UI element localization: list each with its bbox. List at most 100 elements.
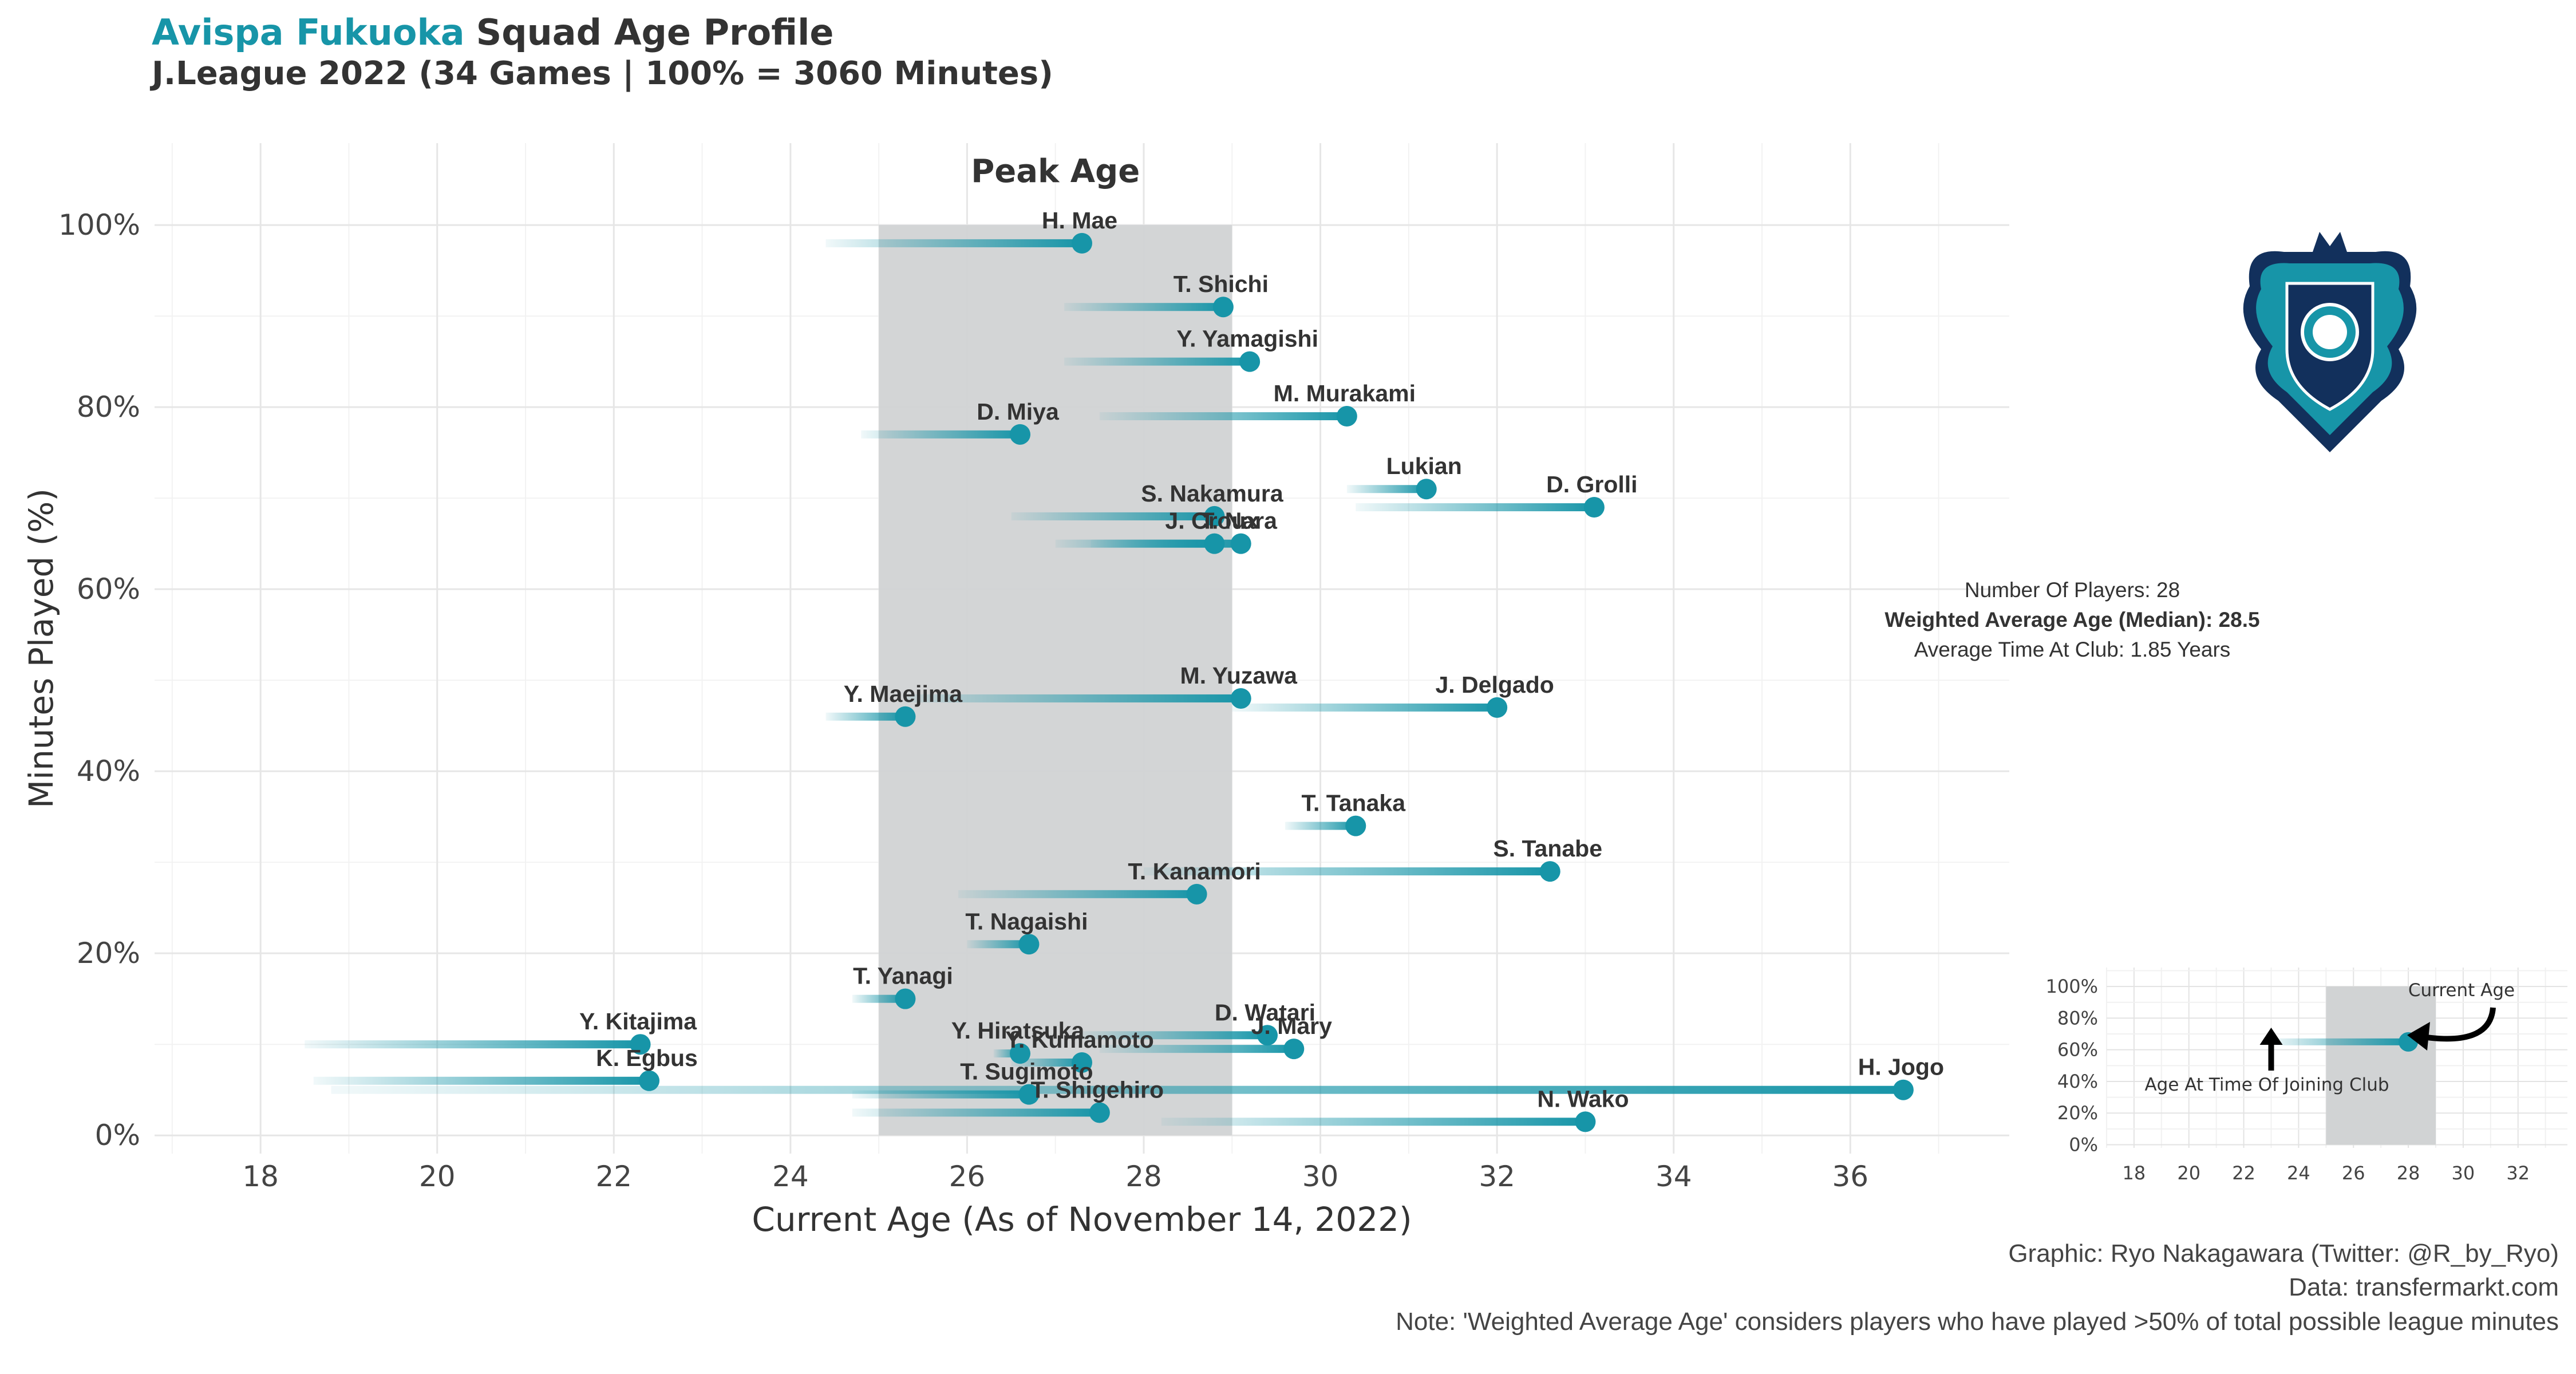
mini-x-tick-label: 18 xyxy=(2123,1162,2146,1184)
x-tick-label: 30 xyxy=(1302,1160,1339,1193)
player-segment xyxy=(313,1076,649,1085)
player-segment xyxy=(967,940,1029,949)
mini-x-tick-label: 30 xyxy=(2452,1162,2475,1184)
player-point xyxy=(1072,1052,1092,1073)
player-label: T. Nagaishi xyxy=(965,908,1088,934)
mini-y-tick-label: 100% xyxy=(2046,976,2098,997)
peak-age-rect xyxy=(879,225,1232,1136)
player-label: H. Mae xyxy=(1042,207,1117,234)
player-segment xyxy=(305,1040,641,1049)
player-segment xyxy=(861,430,1020,439)
player-segment xyxy=(852,1108,1100,1117)
player-label: Y. Kitajima xyxy=(579,1008,697,1035)
player-segment xyxy=(852,994,906,1003)
caption-note: Note: 'Weighted Average Age' considers p… xyxy=(1396,1307,2559,1336)
mini-current-age-arrow xyxy=(2418,1007,2496,1042)
player-segment xyxy=(1346,485,1427,493)
player-label: D. Miya xyxy=(977,398,1060,425)
player-point xyxy=(1487,697,1508,718)
peak-age-label: Peak Age xyxy=(971,153,1140,190)
mini-x-tick-label: 28 xyxy=(2397,1162,2420,1184)
y-tick-label: 100% xyxy=(58,208,140,242)
mini-y-tick-label: 40% xyxy=(2057,1071,2098,1092)
player-label: D. Watari xyxy=(1215,999,1315,1025)
y-axis-title: Minutes Played (%) xyxy=(22,488,61,808)
player-point xyxy=(1239,351,1261,372)
player-label: M. Murakami xyxy=(1274,380,1416,406)
player-point xyxy=(1018,1084,1040,1105)
player-point xyxy=(1204,506,1225,527)
player-segment xyxy=(1144,867,1550,876)
player-point xyxy=(1416,479,1437,500)
legend-chart: 18 20 22 24 26 28 30 32 0% 20% 40% 60% 80% 100% Curren… xyxy=(2046,968,2567,1184)
player-segment xyxy=(1011,512,1215,520)
y-tick-label: 80% xyxy=(77,390,140,424)
number-of-players: Number Of Players: 28 xyxy=(1964,578,2180,602)
mini-y-tick-label: 80% xyxy=(2057,1007,2098,1029)
player-point xyxy=(1018,934,1040,955)
x-tick-label: 34 xyxy=(1656,1160,1692,1193)
mini-y-tick-label: 20% xyxy=(2057,1102,2098,1124)
player-segment xyxy=(1099,1045,1294,1053)
average-time-at-club: Average Time At Club: 1.85 Years xyxy=(1914,637,2231,661)
player-point xyxy=(1089,1102,1110,1123)
player-point xyxy=(1186,883,1207,905)
player-point xyxy=(1072,232,1092,254)
player-label: T. Tanaka xyxy=(1302,790,1406,816)
player-point xyxy=(1336,406,1357,427)
player-point xyxy=(639,1070,659,1091)
player-segment xyxy=(1099,412,1347,421)
mini-y-tick-label: 60% xyxy=(2057,1039,2098,1061)
player-point xyxy=(1230,533,1251,554)
chart-subtitle: J.League 2022 (34 Games | 100% = 3060 Mi… xyxy=(152,55,1053,93)
player-points xyxy=(630,232,1914,1132)
player-point xyxy=(1212,297,1234,318)
main-axes: 18 20 22 24 26 28 30 32 34 36 0% 20% 40% 60% 80% 100% Cu… xyxy=(22,208,1868,1239)
player-point xyxy=(1575,1111,1596,1132)
player-label: M. Yuzawa xyxy=(1180,662,1298,689)
player-label: Y. Kumamoto xyxy=(1005,1026,1154,1053)
x-axis-title: Current Age (As of November 14, 2022) xyxy=(752,1200,1412,1239)
x-tick-label: 28 xyxy=(1125,1160,1162,1193)
player-point xyxy=(1539,861,1560,882)
crest-ball xyxy=(2313,315,2347,349)
x-tick-label: 22 xyxy=(595,1160,632,1193)
player-label: T. Kanamori xyxy=(1128,858,1261,885)
player-label: J. Delgado xyxy=(1435,672,1554,698)
player-point xyxy=(1345,815,1366,836)
crest-crown xyxy=(2313,232,2347,252)
player-labels: H. Mae T. Shichi Y. Yamagishi M. Murakami D.… xyxy=(579,207,1944,1112)
squad-stats: Number Of Players: 28 Weighted Average A… xyxy=(1800,575,2344,664)
player-point xyxy=(1257,1025,1278,1046)
player-segment xyxy=(1232,703,1498,712)
player-point xyxy=(895,988,916,1009)
mini-x-tick-label: 24 xyxy=(2287,1162,2310,1184)
player-segment xyxy=(852,1090,1029,1099)
y-tick-label: 0% xyxy=(95,1119,140,1152)
player-segment xyxy=(958,890,1197,898)
mini-segment xyxy=(2271,1038,2409,1045)
player-label: T. Yanagi xyxy=(853,963,953,989)
player-point xyxy=(1893,1079,1914,1100)
player-segment xyxy=(1091,539,1241,548)
mini-arrowhead-up xyxy=(2259,1028,2283,1045)
player-label: Lukian xyxy=(1386,453,1462,479)
mini-peak-age-rect xyxy=(2326,986,2436,1145)
player-label: J. Croux xyxy=(1165,508,1259,534)
weighted-average-age: Weighted Average Age (Median): 28.5 xyxy=(1884,607,2260,631)
mini-join-age-label: Age At Time Of Joining Club xyxy=(2144,1075,2389,1095)
club-logo-icon xyxy=(2243,232,2417,452)
mini-arrowhead-right xyxy=(2407,1022,2430,1051)
x-tick-label: 32 xyxy=(1479,1160,1515,1193)
player-point xyxy=(1010,1043,1030,1064)
player-segment xyxy=(1011,1058,1082,1067)
y-tick-label: 20% xyxy=(77,937,140,970)
caption-source: Data: transfermarkt.com xyxy=(2289,1273,2559,1302)
player-label: T. Shigehiro xyxy=(1031,1076,1164,1103)
mini-x-tick-label: 20 xyxy=(2177,1162,2200,1184)
player-segment xyxy=(825,239,1082,247)
player-segment xyxy=(905,694,1241,702)
player-segment xyxy=(1082,1031,1267,1040)
player-segment xyxy=(1285,822,1356,830)
